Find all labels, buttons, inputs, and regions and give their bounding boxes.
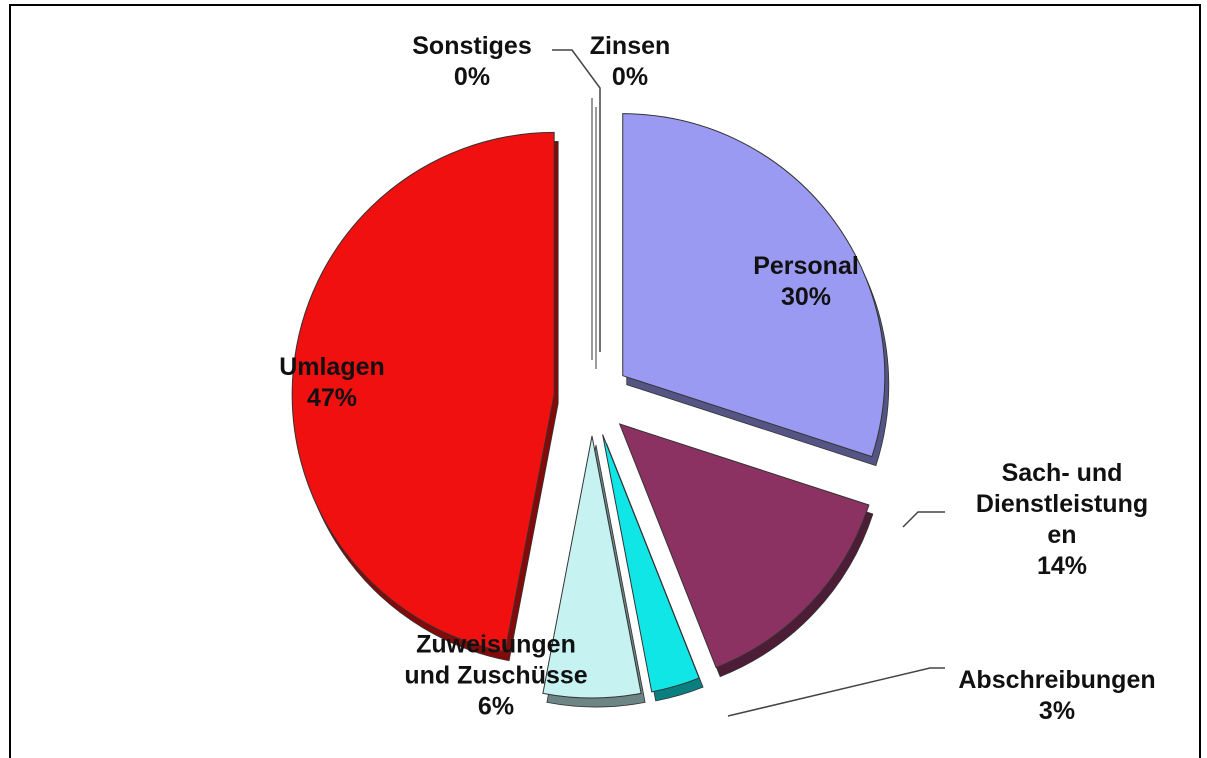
slice bbox=[622, 113, 886, 458]
leader-lines bbox=[552, 49, 945, 717]
value-label: 14% bbox=[1036, 552, 1088, 580]
data-label: Zinsen 0% bbox=[570, 31, 690, 93]
slice bbox=[291, 131, 555, 653]
value-label: 0% bbox=[453, 63, 491, 91]
slice bbox=[618, 423, 870, 669]
frame bbox=[9, 4, 1201, 758]
category-label: Zuweisungen und Zuschüsse bbox=[404, 630, 588, 690]
slice bbox=[542, 435, 642, 699]
leader-line bbox=[727, 667, 945, 717]
value-label: 0% bbox=[611, 63, 649, 91]
category-label: Sonstiges bbox=[412, 32, 532, 60]
category-label: Sach- und Dienstleistungen bbox=[975, 459, 1149, 549]
value-label: 6% bbox=[477, 692, 515, 721]
category-label: Personal bbox=[753, 252, 859, 280]
slice bbox=[602, 434, 700, 693]
value-label: 47% bbox=[306, 384, 358, 412]
category-label: Umlagen bbox=[279, 353, 385, 381]
data-label: Sach- und Dienstleistungen 14% bbox=[972, 458, 1152, 582]
value-label: 3% bbox=[1038, 697, 1076, 725]
data-label: Umlagen 47% bbox=[252, 352, 412, 414]
value-label: 30% bbox=[780, 283, 832, 311]
data-label: Zuweisungen und Zuschüsse 6% bbox=[401, 630, 591, 723]
leader-line bbox=[552, 49, 601, 352]
data-label: Abschreibungen 3% bbox=[947, 665, 1167, 727]
category-label: Abschreibungen bbox=[958, 666, 1156, 694]
leader-line bbox=[902, 511, 945, 528]
category-label: Zinsen bbox=[589, 32, 671, 60]
data-label: Personal 30% bbox=[706, 251, 906, 313]
data-label: Sonstiges 0% bbox=[392, 31, 552, 93]
